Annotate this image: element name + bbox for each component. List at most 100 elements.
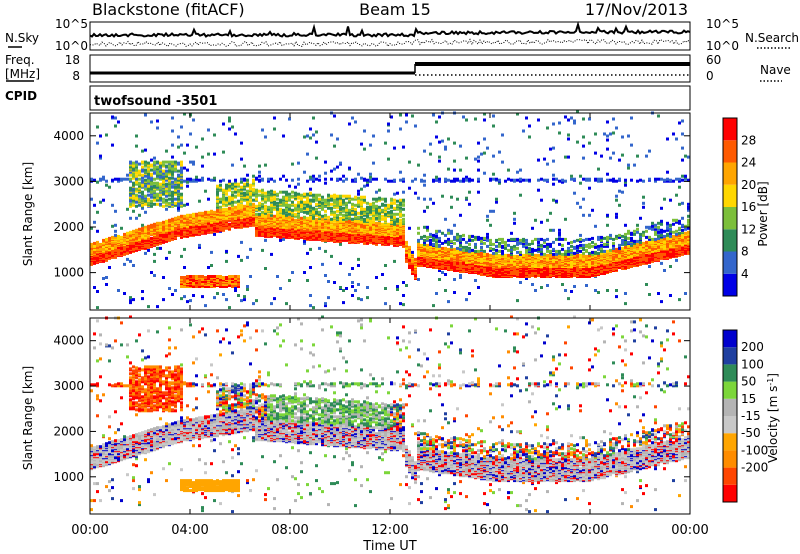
power-cell bbox=[171, 169, 174, 173]
power-cell bbox=[357, 264, 360, 267]
power-cell bbox=[522, 129, 525, 133]
power-cell bbox=[156, 198, 159, 202]
power-cell bbox=[312, 221, 315, 225]
power-cell bbox=[453, 278, 456, 281]
power-cell bbox=[324, 213, 327, 217]
power-cell bbox=[432, 235, 435, 239]
power-cell bbox=[306, 279, 309, 282]
power-cell bbox=[228, 306, 231, 310]
power-cell bbox=[234, 190, 237, 194]
power-cell bbox=[288, 279, 291, 282]
power-cell bbox=[165, 198, 168, 202]
power-cell bbox=[378, 211, 381, 215]
nsearch-series bbox=[89, 38, 691, 48]
power-cell bbox=[258, 170, 261, 174]
power-cell bbox=[279, 287, 282, 290]
power-cell bbox=[108, 236, 111, 240]
power-cell bbox=[255, 188, 258, 192]
power-cell bbox=[252, 178, 255, 182]
power-cell bbox=[354, 195, 357, 199]
power-cell bbox=[351, 178, 354, 182]
power-cell bbox=[300, 200, 303, 204]
power-cell bbox=[144, 251, 147, 255]
power-cell bbox=[198, 245, 201, 249]
power-cell bbox=[243, 191, 246, 195]
power-cell bbox=[465, 118, 468, 122]
power-cell bbox=[303, 238, 306, 242]
power-cell bbox=[282, 174, 285, 178]
power-cell bbox=[393, 236, 396, 240]
power-cell bbox=[384, 215, 387, 219]
power-cell bbox=[162, 160, 165, 164]
power-cell bbox=[342, 215, 345, 219]
power-cell bbox=[189, 177, 192, 181]
power-cell bbox=[423, 225, 426, 229]
power-cell bbox=[252, 202, 255, 206]
power-cell bbox=[285, 178, 288, 182]
power-cell bbox=[345, 177, 348, 181]
power-cell bbox=[135, 144, 138, 148]
power-cell bbox=[459, 144, 462, 148]
power-cell bbox=[384, 212, 387, 216]
power-cell bbox=[99, 134, 102, 138]
power-cell bbox=[246, 195, 249, 199]
power-cell bbox=[132, 233, 135, 237]
power-cell bbox=[132, 198, 135, 202]
power-cell bbox=[384, 177, 387, 181]
power-cell bbox=[399, 234, 402, 238]
power-cell bbox=[333, 195, 336, 199]
power-cell bbox=[516, 246, 519, 250]
power-cell bbox=[294, 233, 297, 237]
power-cell bbox=[345, 222, 348, 226]
power-cell bbox=[153, 164, 156, 168]
power-cell bbox=[306, 192, 309, 196]
power-cell bbox=[108, 185, 111, 189]
power-cell bbox=[318, 214, 321, 218]
power-cell bbox=[126, 251, 129, 255]
power-cell bbox=[165, 149, 168, 153]
power-cell bbox=[309, 216, 312, 220]
power-cell bbox=[171, 143, 174, 147]
power-cell bbox=[402, 203, 405, 207]
power-cell bbox=[111, 249, 114, 253]
power-cell bbox=[210, 275, 213, 278]
power-cell bbox=[429, 264, 432, 267]
power-cell bbox=[321, 207, 324, 211]
power-cell bbox=[186, 177, 189, 181]
power-cell bbox=[339, 194, 342, 198]
power-cell bbox=[468, 177, 471, 181]
power-cell bbox=[165, 194, 168, 198]
power-cell bbox=[321, 225, 324, 229]
power-cell bbox=[135, 216, 138, 220]
power-cell bbox=[285, 302, 288, 306]
power-cell bbox=[330, 254, 333, 258]
power-cell bbox=[477, 168, 480, 172]
power-cell bbox=[297, 192, 300, 196]
power-cell bbox=[168, 197, 171, 201]
power-cell bbox=[432, 262, 435, 266]
power-cell bbox=[183, 218, 186, 222]
power-cell bbox=[492, 114, 495, 118]
power-cell bbox=[489, 246, 492, 250]
power-cell bbox=[276, 207, 279, 211]
power-cell bbox=[258, 178, 261, 182]
power-cell bbox=[318, 221, 321, 225]
power-cell bbox=[300, 207, 303, 211]
power-cell bbox=[465, 245, 468, 249]
power-cell bbox=[450, 205, 453, 209]
power-cell bbox=[132, 186, 135, 190]
power-cell bbox=[138, 235, 141, 239]
power-cell bbox=[468, 292, 471, 295]
power-cell bbox=[285, 215, 288, 219]
power-cell bbox=[237, 193, 240, 197]
power-cell bbox=[228, 225, 231, 229]
power-cell bbox=[456, 248, 459, 252]
power-cell bbox=[270, 198, 273, 202]
power-cell bbox=[120, 177, 123, 181]
power-cell bbox=[225, 259, 228, 263]
power-cell bbox=[273, 194, 276, 198]
power-cell bbox=[168, 186, 171, 190]
power-cell bbox=[309, 294, 312, 297]
power-cell bbox=[192, 285, 195, 288]
power-cell bbox=[354, 215, 357, 219]
